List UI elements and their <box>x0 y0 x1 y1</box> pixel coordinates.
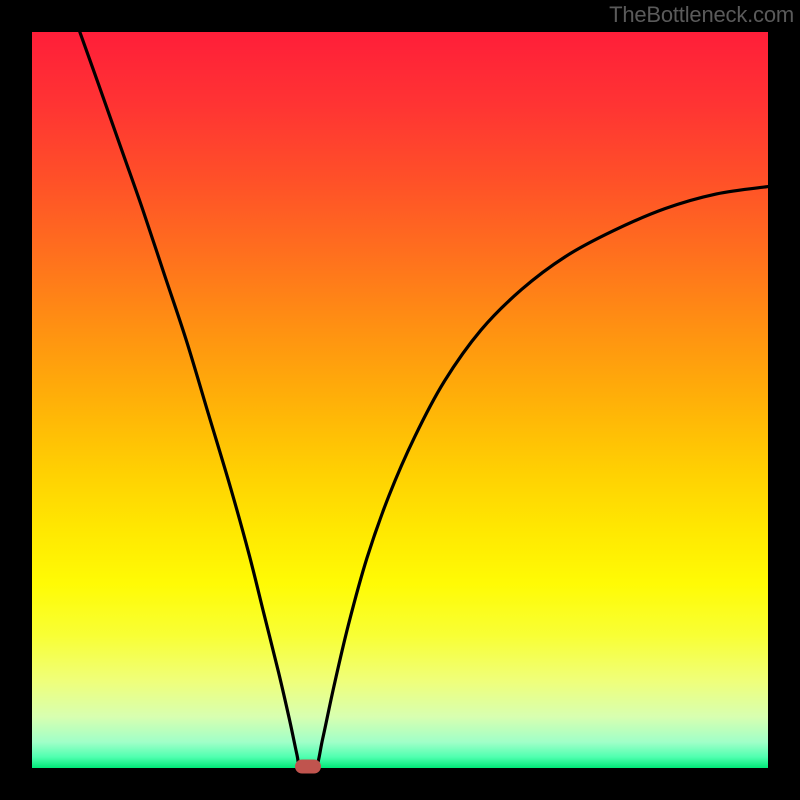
plot-gradient-background <box>32 32 768 768</box>
chart-container: TheBottleneck.com <box>0 0 800 800</box>
bottleneck-curve-chart <box>0 0 800 800</box>
minimum-marker <box>295 760 321 774</box>
watermark-text: TheBottleneck.com <box>609 2 794 28</box>
